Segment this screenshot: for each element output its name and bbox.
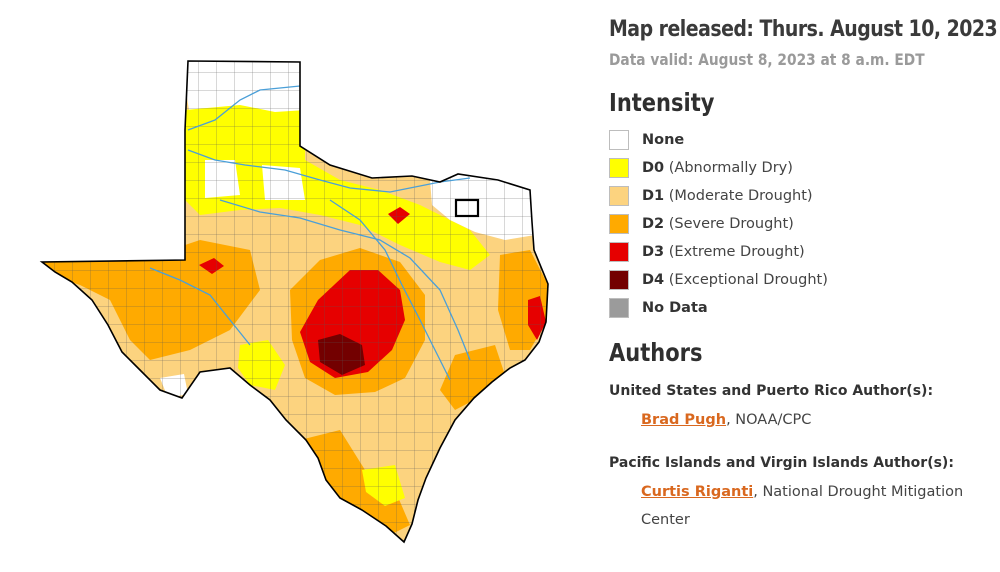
legend-code: D1 xyxy=(642,188,665,204)
data-valid-date: Data valid: August 8, 2023 at 8 a.m. EDT xyxy=(609,50,925,69)
pacific-author-entry: Curtis Riganti, National Drought Mitigat… xyxy=(609,478,994,534)
legend-swatch xyxy=(609,270,629,290)
texas-state-border xyxy=(39,60,549,544)
legend-item: D0 (Abnormally Dry) xyxy=(609,154,994,182)
legend-label: D2 (Severe Drought) xyxy=(642,216,794,232)
pecos-river xyxy=(149,267,251,346)
info-panel: Map released: Thurs. August 10, 2023 Dat… xyxy=(609,14,998,534)
legend-code: None xyxy=(642,132,685,148)
legend-description: (Severe Drought) xyxy=(668,216,794,232)
legend-item: None xyxy=(609,126,994,154)
legend-code: No Data xyxy=(642,300,708,316)
highlighted-county-outline xyxy=(454,198,480,218)
us-author-entry: Brad Pugh, NOAA/CPC xyxy=(609,406,994,434)
legend-swatch xyxy=(609,298,629,318)
us-author-affiliation: , NOAA/CPC xyxy=(726,412,812,428)
map-release-date: Map released: Thurs. August 10, 2023 xyxy=(609,17,998,42)
legend-label: D4 (Exceptional Drought) xyxy=(642,272,828,288)
intensity-heading: Intensity xyxy=(609,88,715,117)
legend-description: (Exceptional Drought) xyxy=(668,272,828,288)
legend-item: D4 (Exceptional Drought) xyxy=(609,266,994,294)
legend-swatch xyxy=(609,242,629,262)
drought-map xyxy=(39,60,549,544)
legend-item: D1 (Moderate Drought) xyxy=(609,182,994,210)
legend-swatch xyxy=(609,186,629,206)
red-river xyxy=(187,149,471,193)
legend-swatch xyxy=(609,158,629,178)
legend-item: No Data xyxy=(609,294,994,322)
legend-description: (Moderate Drought) xyxy=(668,188,813,204)
legend-item: D3 (Extreme Drought) xyxy=(609,238,994,266)
canadian-river xyxy=(187,85,301,131)
legend-label: None xyxy=(642,132,684,148)
authors-heading: Authors xyxy=(609,338,703,367)
legend-code: D4 xyxy=(642,272,665,288)
texas-drought-map-svg xyxy=(39,60,549,544)
brazos-river xyxy=(219,199,471,361)
intensity-legend: None D0 (Abnormally Dry) D1 (Moderate Drou… xyxy=(609,126,994,322)
legend-description: (Extreme Drought) xyxy=(668,244,805,260)
legend-description: (Abnormally Dry) xyxy=(668,160,793,176)
us-authors-group: United States and Puerto Rico Author(s):… xyxy=(609,380,994,434)
author-link-curtis-riganti[interactable]: Curtis Riganti xyxy=(641,484,754,500)
us-authors-title: United States and Puerto Rico Author(s): xyxy=(609,383,934,399)
pacific-authors-group: Pacific Islands and Virgin Islands Autho… xyxy=(609,452,994,534)
legend-code: D2 xyxy=(642,216,665,232)
legend-label: No Data xyxy=(642,300,708,316)
legend-code: D3 xyxy=(642,244,665,260)
legend-item: D2 (Severe Drought) xyxy=(609,210,994,238)
author-link-brad-pugh[interactable]: Brad Pugh xyxy=(641,412,727,428)
legend-label: D0 (Abnormally Dry) xyxy=(642,160,793,176)
pacific-author-affiliation: , National Drought Mitigation Center xyxy=(641,484,964,528)
legend-swatch xyxy=(609,214,629,234)
legend-label: D1 (Moderate Drought) xyxy=(642,188,813,204)
colorado-river xyxy=(329,199,451,381)
legend-swatch xyxy=(609,130,629,150)
pacific-authors-title: Pacific Islands and Virgin Islands Autho… xyxy=(609,455,954,471)
legend-code: D0 xyxy=(642,160,665,176)
legend-label: D3 (Extreme Drought) xyxy=(642,244,805,260)
rivers xyxy=(149,85,471,381)
